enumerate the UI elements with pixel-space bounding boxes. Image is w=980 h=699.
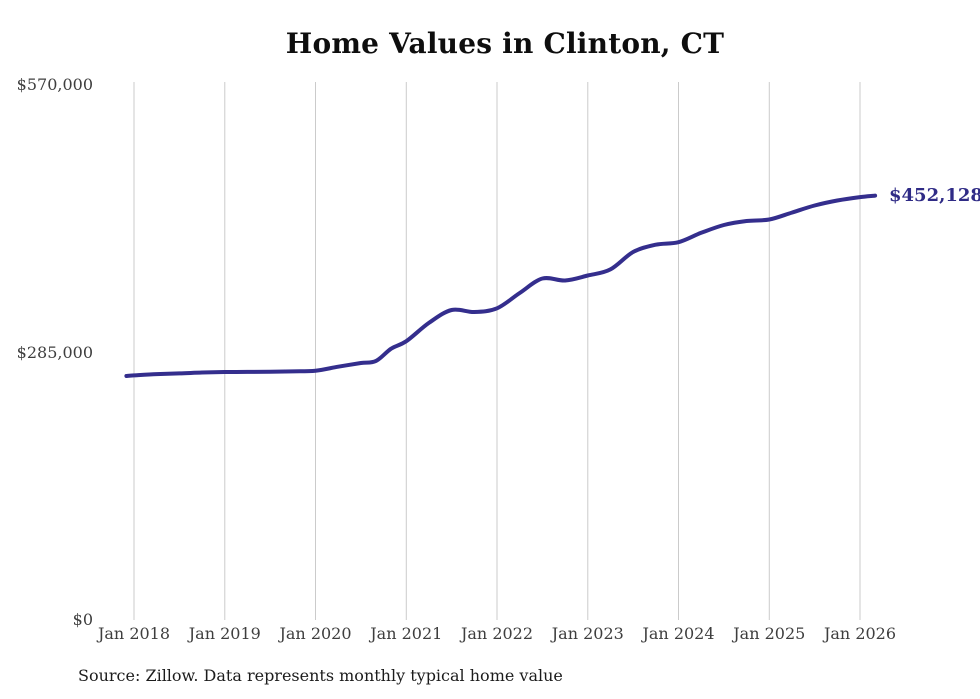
x-axis-label: Jan 2019 (188, 624, 261, 643)
x-axis-label: Jan 2020 (279, 624, 352, 643)
x-axis-label: Jan 2026 (823, 624, 897, 643)
x-axis-label: Jan 2021 (370, 624, 443, 643)
y-axis-label: $285,000 (16, 342, 93, 362)
x-axis-label: Jan 2022 (460, 624, 534, 643)
y-axis-label: $570,000 (16, 75, 93, 94)
latest-value-label: $452,128 (889, 184, 980, 206)
x-axis-label: Jan 2024 (642, 624, 715, 643)
year-gridlines (133, 82, 861, 620)
x-axis-label: Jan 2018 (97, 624, 171, 643)
x-axis-label: Jan 2023 (551, 624, 624, 643)
chart-title: Home Values in Clinton, CT (285, 27, 725, 60)
home-value-line (124, 193, 878, 378)
source-note: Source: Zillow. Data represents monthly … (78, 666, 563, 685)
y-axis-label: $0 (72, 610, 93, 629)
x-axis-label: Jan 2025 (733, 624, 806, 643)
